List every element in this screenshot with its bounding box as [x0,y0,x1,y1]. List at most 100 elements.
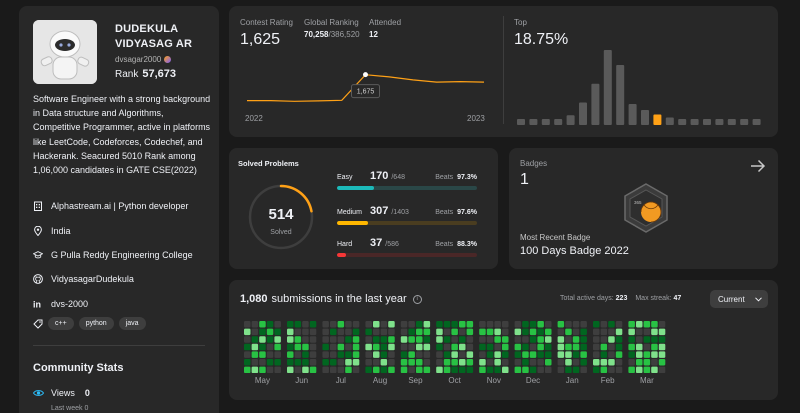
heatmap-cell[interactable] [337,366,345,373]
heatmap-cell[interactable] [408,336,415,343]
heatmap-cell[interactable] [557,321,565,328]
heatmap-cell[interactable] [352,343,360,351]
heatmap-cell[interactable] [287,328,294,336]
heatmap-cell[interactable] [658,321,666,328]
heatmap-cell[interactable] [423,336,431,343]
heatmap-cell[interactable] [636,359,643,366]
heatmap-cell[interactable] [545,359,552,366]
heatmap-cell[interactable] [451,328,458,336]
heatmap-cell[interactable] [373,343,380,351]
heatmap-cell[interactable] [522,321,529,328]
heatmap-cell[interactable] [345,351,352,358]
heatmap-cell[interactable] [502,321,509,328]
heatmap-cell[interactable] [400,359,408,366]
heatmap-cell[interactable] [494,328,501,336]
solved-progress-ring[interactable] [246,182,316,252]
heatmap-cell[interactable] [545,328,552,336]
heatmap-cell[interactable] [408,351,415,358]
heatmap-cell[interactable] [545,321,552,328]
heatmap-cell[interactable] [643,328,651,336]
heatmap-cell[interactable] [400,328,408,336]
heatmap-cell[interactable] [466,336,474,343]
heatmap-cell[interactable] [408,359,415,366]
avatar[interactable] [33,20,97,84]
heatmap-cell[interactable] [251,336,259,343]
heatmap-cell[interactable] [572,359,580,366]
heatmap-cell[interactable] [259,359,266,366]
submission-heatmap[interactable] [244,321,764,373]
heatmap-cell[interactable] [266,328,274,336]
heatmap-cell[interactable] [537,366,544,373]
heatmap-cell[interactable] [287,343,294,351]
heatmap-cell[interactable] [600,366,608,373]
heatmap-cell[interactable] [628,366,635,373]
heatmap-cell[interactable] [529,321,537,328]
heatmap-cell[interactable] [251,321,259,328]
heatmap-cell[interactable] [287,366,294,373]
heatmap-cell[interactable] [537,359,544,366]
heatmap-cell[interactable] [266,321,274,328]
heatmap-cell[interactable] [608,366,615,373]
heatmap-cell[interactable] [423,359,431,366]
heatmap-cell[interactable] [565,351,572,358]
heatmap-cell[interactable] [274,336,281,343]
heatmap-cell[interactable] [572,321,580,328]
heatmap-cell[interactable] [658,351,666,358]
heatmap-cell[interactable] [529,351,537,358]
heatmap-cell[interactable] [380,343,388,351]
heatmap-cell[interactable] [443,366,451,373]
heatmap-cell[interactable] [330,321,337,328]
heatmap-cell[interactable] [479,321,486,328]
heatmap-cell[interactable] [302,366,309,373]
heatmap-cell[interactable] [529,343,537,351]
heatmap-cell[interactable] [337,321,345,328]
heatmap-cell[interactable] [565,321,572,328]
heatmap-cell[interactable] [443,343,451,351]
heatmap-cell[interactable] [593,336,600,343]
heatmap-cell[interactable] [466,343,474,351]
heatmap-cell[interactable] [537,343,544,351]
heatmap-cell[interactable] [302,328,309,336]
heatmap-cell[interactable] [322,359,329,366]
heatmap-cell[interactable] [514,336,522,343]
heatmap-cell[interactable] [330,328,337,336]
heatmap-cell[interactable] [459,366,466,373]
heatmap-cell[interactable] [322,336,329,343]
heatmap-cell[interactable] [494,336,501,343]
heatmap-cell[interactable] [643,351,651,358]
heatmap-cell[interactable] [651,343,658,351]
heatmap-cell[interactable] [615,343,623,351]
heatmap-cell[interactable] [436,343,443,351]
heatmap-cell[interactable] [615,321,623,328]
heatmap-cell[interactable] [572,336,580,343]
heatmap-cell[interactable] [479,366,486,373]
heatmap-cell[interactable] [373,351,380,358]
heatmap-cell[interactable] [580,336,587,343]
heatmap-cell[interactable] [557,359,565,366]
heatmap-cell[interactable] [479,343,486,351]
heatmap-cell[interactable] [643,336,651,343]
heatmap-cell[interactable] [451,343,458,351]
heatmap-cell[interactable] [466,328,474,336]
heatmap-cell[interactable] [294,328,302,336]
heatmap-cell[interactable] [330,366,337,373]
heatmap-cell[interactable] [322,351,329,358]
heatmap-cell[interactable] [337,328,345,336]
heatmap-cell[interactable] [251,328,259,336]
heatmap-cell[interactable] [651,336,658,343]
heatmap-cell[interactable] [388,336,395,343]
heatmap-cell[interactable] [373,336,380,343]
heatmap-cell[interactable] [628,359,635,366]
heatmap-cell[interactable] [388,321,395,328]
heatmap-cell[interactable] [651,328,658,336]
heatmap-cell[interactable] [545,336,552,343]
heatmap-cell[interactable] [600,321,608,328]
heatmap-cell[interactable] [322,366,329,373]
heatmap-cell[interactable] [636,321,643,328]
heatmap-cell[interactable] [572,351,580,358]
heatmap-cell[interactable] [266,351,274,358]
heatmap-cell[interactable] [274,366,281,373]
heatmap-cell[interactable] [380,336,388,343]
heatmap-cell[interactable] [259,328,266,336]
heatmap-cell[interactable] [244,359,251,366]
